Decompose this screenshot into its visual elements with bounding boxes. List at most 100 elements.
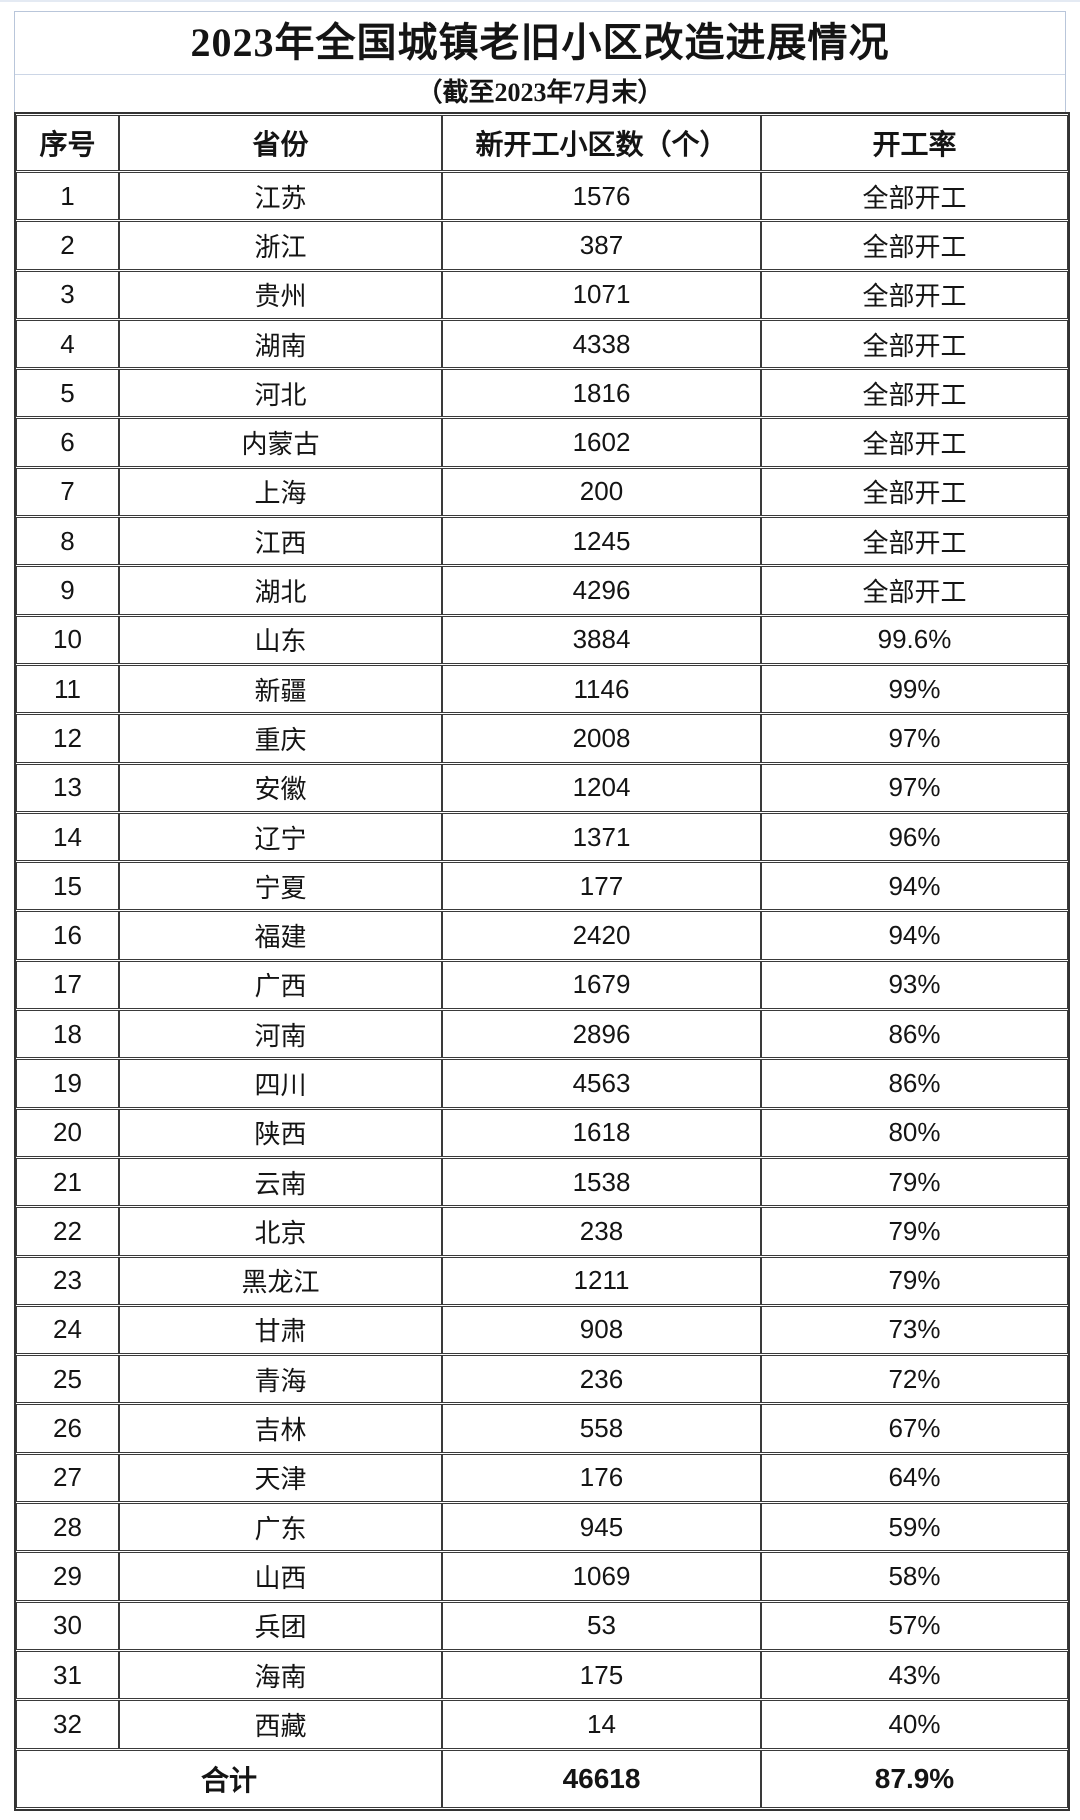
col-header-province: 省份 xyxy=(119,115,442,171)
new-start-count: 1146 xyxy=(442,664,761,714)
province: 安徽 xyxy=(119,763,442,812)
table-row: 24 甘肃 908 73% xyxy=(16,1305,1068,1355)
col-header-new-start-count: 新开工小区数（个） xyxy=(442,115,761,171)
start-rate: 64% xyxy=(761,1453,1068,1503)
row-index: 24 xyxy=(16,1305,119,1355)
new-start-count: 176 xyxy=(442,1453,761,1503)
page-title: 2023年全国城镇老旧小区改造进展情况 xyxy=(190,20,890,65)
row-index: 11 xyxy=(16,664,119,714)
province: 河北 xyxy=(119,369,442,418)
row-index: 30 xyxy=(16,1601,119,1650)
table-row: 31 海南 175 43% xyxy=(16,1650,1068,1700)
row-index: 12 xyxy=(16,714,119,763)
table-row: 16 福建 2420 94% xyxy=(16,911,1068,960)
row-index: 2 xyxy=(16,221,119,270)
title-box: 2023年全国城镇老旧小区改造进展情况 （截至2023年7月末） xyxy=(14,11,1066,112)
row-index: 27 xyxy=(16,1453,119,1503)
table-row: 26 吉林 558 67% xyxy=(16,1404,1068,1453)
progress-table: 序号 省份 新开工小区数（个） 开工率 1 江苏 1576 全部开工 2 浙江 387 全部开… xyxy=(14,112,1070,1811)
table-row: 5 河北 1816 全部开工 xyxy=(16,369,1068,418)
province: 海南 xyxy=(119,1650,442,1700)
start-rate: 67% xyxy=(761,1404,1068,1453)
row-index: 19 xyxy=(16,1059,119,1108)
row-index: 32 xyxy=(16,1700,119,1749)
start-rate: 全部开工 xyxy=(761,467,1068,517)
new-start-count: 1816 xyxy=(442,369,761,418)
start-rate: 99.6% xyxy=(761,615,1068,664)
province: 青海 xyxy=(119,1355,442,1404)
province: 西藏 xyxy=(119,1700,442,1749)
row-index: 4 xyxy=(16,319,119,369)
table-row: 10 山东 3884 99.6% xyxy=(16,615,1068,664)
start-rate: 40% xyxy=(761,1700,1068,1749)
row-index: 3 xyxy=(16,270,119,319)
new-start-count: 1211 xyxy=(442,1256,761,1305)
province: 兵团 xyxy=(119,1601,442,1650)
table-row: 2 浙江 387 全部开工 xyxy=(16,221,1068,270)
new-start-count: 908 xyxy=(442,1305,761,1355)
start-rate: 86% xyxy=(761,1059,1068,1108)
new-start-count: 177 xyxy=(442,862,761,911)
row-index: 13 xyxy=(16,763,119,812)
start-rate: 全部开工 xyxy=(761,319,1068,369)
province: 新疆 xyxy=(119,664,442,714)
table-row: 25 青海 236 72% xyxy=(16,1355,1068,1404)
province: 广西 xyxy=(119,960,442,1010)
total-row: 合计 46618 87.9% xyxy=(16,1749,1068,1808)
page-subtitle: （截至2023年7月末） xyxy=(15,74,1065,112)
start-rate: 79% xyxy=(761,1207,1068,1256)
table-row: 28 广东 945 59% xyxy=(16,1503,1068,1552)
new-start-count: 2008 xyxy=(442,714,761,763)
province: 浙江 xyxy=(119,221,442,270)
table-row: 1 江苏 1576 全部开工 xyxy=(16,172,1068,221)
row-index: 7 xyxy=(16,467,119,517)
table-row: 7 上海 200 全部开工 xyxy=(16,467,1068,517)
table-row: 30 兵团 53 57% xyxy=(16,1601,1068,1650)
new-start-count: 1576 xyxy=(442,172,761,221)
row-index: 20 xyxy=(16,1108,119,1157)
province: 辽宁 xyxy=(119,812,442,862)
province: 江苏 xyxy=(119,172,442,221)
start-rate: 全部开工 xyxy=(761,517,1068,566)
province: 上海 xyxy=(119,467,442,517)
province: 陕西 xyxy=(119,1108,442,1157)
table-body: 1 江苏 1576 全部开工 2 浙江 387 全部开工 3 贵州 1071 全部开工 4 湖南 4338 全… xyxy=(16,172,1068,1749)
row-index: 6 xyxy=(16,418,119,467)
new-start-count: 1071 xyxy=(442,270,761,319)
province: 吉林 xyxy=(119,1404,442,1453)
new-start-count: 1069 xyxy=(442,1552,761,1601)
start-rate: 57% xyxy=(761,1601,1068,1650)
start-rate: 94% xyxy=(761,911,1068,960)
new-start-count: 1204 xyxy=(442,763,761,812)
table-row: 17 广西 1679 93% xyxy=(16,960,1068,1010)
row-index: 22 xyxy=(16,1207,119,1256)
start-rate: 43% xyxy=(761,1650,1068,1700)
province: 山西 xyxy=(119,1552,442,1601)
new-start-count: 1602 xyxy=(442,418,761,467)
table-row: 3 贵州 1071 全部开工 xyxy=(16,270,1068,319)
row-index: 16 xyxy=(16,911,119,960)
new-start-count: 1679 xyxy=(442,960,761,1010)
row-index: 26 xyxy=(16,1404,119,1453)
new-start-count: 53 xyxy=(442,1601,761,1650)
province: 甘肃 xyxy=(119,1305,442,1355)
province: 广东 xyxy=(119,1503,442,1552)
col-header-index: 序号 xyxy=(16,115,119,171)
start-rate: 86% xyxy=(761,1010,1068,1059)
new-start-count: 945 xyxy=(442,1503,761,1552)
new-start-count: 387 xyxy=(442,221,761,270)
start-rate: 59% xyxy=(761,1503,1068,1552)
new-start-count: 1538 xyxy=(442,1157,761,1207)
row-index: 23 xyxy=(16,1256,119,1305)
table-row: 14 辽宁 1371 96% xyxy=(16,812,1068,862)
province: 天津 xyxy=(119,1453,442,1503)
start-rate: 73% xyxy=(761,1305,1068,1355)
start-rate: 全部开工 xyxy=(761,369,1068,418)
province: 江西 xyxy=(119,517,442,566)
new-start-count: 238 xyxy=(442,1207,761,1256)
province: 四川 xyxy=(119,1059,442,1108)
province: 黑龙江 xyxy=(119,1256,442,1305)
table-row: 11 新疆 1146 99% xyxy=(16,664,1068,714)
table-row: 23 黑龙江 1211 79% xyxy=(16,1256,1068,1305)
start-rate: 全部开工 xyxy=(761,270,1068,319)
